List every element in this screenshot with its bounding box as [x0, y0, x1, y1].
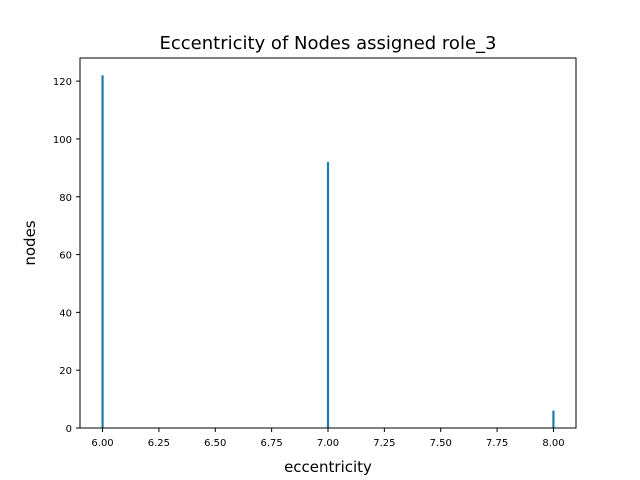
x-tick-label: 6.25: [148, 438, 170, 449]
x-axis-label: eccentricity: [284, 458, 372, 476]
x-tick-label: 6.50: [204, 438, 226, 449]
y-tick-label: 120: [53, 77, 72, 88]
y-tick-label: 40: [59, 308, 72, 319]
bar: [552, 410, 555, 428]
bar: [326, 162, 330, 428]
x-tick-label: 7.50: [430, 438, 452, 449]
y-tick-label: 100: [53, 135, 72, 146]
y-tick-label: 0: [66, 424, 72, 435]
plot-area: [101, 75, 555, 428]
x-tick-label: 7.75: [486, 438, 508, 449]
x-tick-label: 7.00: [317, 438, 339, 449]
x-tick-label: 6.00: [91, 438, 113, 449]
x-tick-label: 6.75: [261, 438, 283, 449]
y-tick-label: 80: [59, 193, 72, 204]
y-axis-label: nodes: [21, 220, 39, 265]
x-tick-label: 8.00: [542, 438, 564, 449]
x-axis: 6.00 6.25 6.50 6.75 7.00 7.25 7.50 7.75 8.00: [91, 428, 565, 449]
x-tick-label: 7.25: [373, 438, 395, 449]
bar: [101, 75, 104, 428]
chart-title: Eccentricity of Nodes assigned role_3: [160, 33, 497, 54]
y-tick-label: 20: [59, 366, 72, 377]
y-tick-label: 60: [59, 251, 72, 262]
y-axis: 0 20 40 60 80 100 120: [53, 77, 80, 435]
